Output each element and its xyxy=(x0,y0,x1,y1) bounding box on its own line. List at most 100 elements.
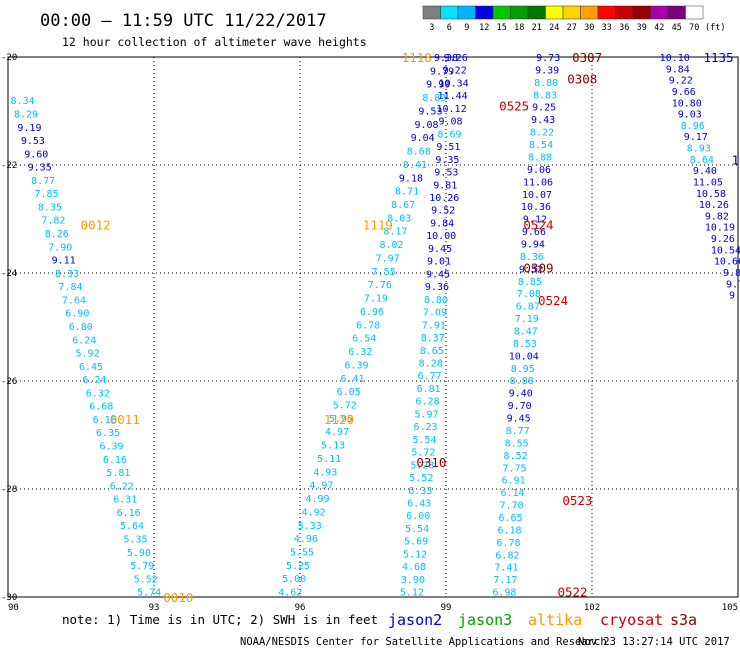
satellite-name: altika xyxy=(528,611,582,629)
footer-note: note: 1) Time is in UTC; 2) SWH is in fe… xyxy=(62,612,378,627)
wave-height-value: 5.97 xyxy=(414,409,438,420)
satellite-name: cryosat xyxy=(600,611,663,629)
wave-height-value: 9.45 xyxy=(507,414,531,425)
wave-height-value: 6.82 xyxy=(495,550,519,561)
legend-label: 33 xyxy=(602,23,612,33)
wave-height-value: 10.26 xyxy=(699,200,729,211)
wave-height-value: 7.97 xyxy=(376,253,400,264)
wave-height-value: 6.24 xyxy=(82,375,106,386)
wave-height-value: 9.84 xyxy=(430,218,454,229)
wave-height-value: 9.51 xyxy=(436,142,460,153)
wave-height-value: 6.80 xyxy=(69,322,93,333)
wave-height-value: 9.04 xyxy=(411,133,435,144)
wave-height-value: 9.26 xyxy=(444,53,468,64)
wave-height-value: 5.72 xyxy=(333,400,357,411)
wave-height-value: 8.77 xyxy=(506,426,530,437)
wave-height-value: 6.81 xyxy=(417,384,441,395)
wave-height-value: 7.41 xyxy=(494,563,518,574)
wave-height-value: 6.32 xyxy=(86,388,110,399)
wave-height-value: 6.23 xyxy=(413,422,437,433)
wave-height-value: 9.8 xyxy=(723,268,740,279)
wave-height-value: 7.82 xyxy=(41,216,65,227)
wave-height-value: 9.66 xyxy=(672,87,696,98)
wave-height-value: 9.70 xyxy=(508,401,532,412)
wave-height-value: 10.54 xyxy=(711,245,740,256)
pass-time-label: 0307 xyxy=(572,50,602,65)
wave-height-value: 9.66 xyxy=(522,227,546,238)
wave-height-value: 9.79 xyxy=(430,66,454,77)
pass-time-label: 0011 xyxy=(110,412,140,427)
y-tick-label: -30 xyxy=(1,593,17,603)
wave-height-value: 9.40 xyxy=(693,166,717,177)
wave-height-value: 9.25 xyxy=(532,103,556,114)
wave-height-value: 7.17 xyxy=(493,575,517,586)
wave-height-value: 8.88 xyxy=(510,376,534,387)
wave-height-value: 9.53 xyxy=(418,106,442,117)
wave-height-value: 9.52 xyxy=(431,206,455,217)
footer-timestamp: Nov 23 13:27:14 UTC 2017 xyxy=(578,636,730,648)
wave-height-value: 6.05 xyxy=(337,387,361,398)
wave-height-value: 9.22 xyxy=(669,76,693,87)
wave-height-value: 8.96 xyxy=(681,121,705,132)
wave-height-value: 4.97 xyxy=(325,427,349,438)
wave-height-value: 9.43 xyxy=(531,115,555,126)
wave-height-value: 8.26 xyxy=(45,229,69,240)
wave-height-value: 10.58 xyxy=(696,189,726,200)
wave-height-value: 6.54 xyxy=(352,334,376,345)
legend-swatch xyxy=(457,5,476,20)
legend-label: 27 xyxy=(567,23,577,33)
wave-height-value: 6.22 xyxy=(110,481,134,492)
wave-height-value: 11.05 xyxy=(693,177,723,188)
pass-time-label: 0310 xyxy=(416,455,446,470)
wave-height-value: 7.85 xyxy=(34,189,58,200)
wave-height-value: 4.97 xyxy=(309,481,333,492)
legend-label: 12 xyxy=(479,23,489,33)
wave-height-value: 8.33 xyxy=(55,269,79,280)
wave-height-value: 9.1 xyxy=(729,291,740,302)
legend-label: 9 xyxy=(464,23,469,33)
legend-swatch xyxy=(475,5,494,20)
legend-label: 3 xyxy=(429,23,434,33)
wave-height-value: 7.70 xyxy=(499,501,523,512)
legend-unit: (ft) xyxy=(705,23,725,33)
wave-height-value: 8.41 xyxy=(403,160,427,171)
x-tick-label: 90 xyxy=(8,603,19,613)
wave-height-value: 8.02 xyxy=(379,240,403,251)
chart-grid xyxy=(7,56,739,598)
wave-height-value: 6.24 xyxy=(72,335,96,346)
wave-height-value: 9.52 xyxy=(519,264,543,275)
wave-height-value: 6.39 xyxy=(344,360,368,371)
wave-height-value: 9.82 xyxy=(705,211,729,222)
wave-height-value: 8.55 xyxy=(505,438,529,449)
wave-height-value: 5.64 xyxy=(120,521,144,532)
wave-height-value: 8.85 xyxy=(518,277,542,288)
wave-height-value: 5.12 xyxy=(400,588,424,599)
plot-frame xyxy=(7,56,739,598)
wave-height-value: 6.98 xyxy=(492,588,516,599)
wave-height-value: 9.81 xyxy=(433,180,457,191)
wave-height-value: 6.28 xyxy=(416,397,440,408)
wave-height-value: 5.74 xyxy=(137,588,161,599)
wave-height-value: 9.84 xyxy=(666,64,690,75)
wave-height-value: 9.18 xyxy=(399,173,423,184)
legend-swatch xyxy=(685,5,704,20)
wave-height-value: 8.83 xyxy=(533,90,557,101)
wave-height-values: 8.34 8.29 9.19 9.53 9.60 9.35 8.77 7.85 8.35 7.82… xyxy=(11,53,740,599)
wave-height-value: 9.45 xyxy=(426,269,450,280)
y-tick-label: -24 xyxy=(1,269,17,279)
y-tick-label: -22 xyxy=(1,161,17,171)
x-tick-label: 96 xyxy=(295,603,306,613)
wave-height-value: 4.96 xyxy=(294,534,318,545)
wave-height-value: 6.16 xyxy=(117,508,141,519)
pass-time-label: 0012 xyxy=(81,217,111,232)
axis-ticks: 90 93 96 99 102 105 -20 -22 -24 -26 -28 -30 xyxy=(1,53,738,613)
wave-height-value: 7.84 xyxy=(58,282,82,293)
wave-height-value: 9.22 xyxy=(443,66,467,77)
wave-height-value: 5.00 xyxy=(282,574,306,585)
satellite-name: s3a xyxy=(670,611,697,629)
x-tick-label: 93 xyxy=(149,603,160,613)
satellite-legend: jason2 jason3 altika cryosat s3a xyxy=(388,611,697,629)
wave-height-value: 9.40 xyxy=(509,389,533,400)
wave-height-value: 6.77 xyxy=(418,371,442,382)
